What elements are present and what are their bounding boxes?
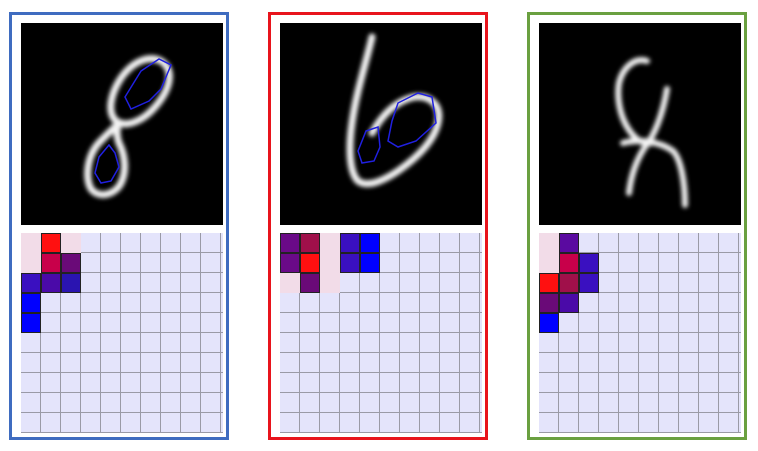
heatmap-cell	[579, 273, 599, 293]
heatmap-cell	[559, 293, 579, 313]
heatmap-cell	[579, 253, 599, 273]
heatmap-cell	[360, 253, 380, 273]
heatmap-cell	[539, 253, 559, 273]
heatmap-cell	[340, 233, 360, 253]
heatmap-cell	[280, 273, 300, 293]
panel-digit-8	[9, 12, 229, 440]
heatmap-cell	[340, 253, 360, 273]
heatmap-cell	[559, 273, 579, 293]
heatmap-cell	[41, 273, 61, 293]
heatmap-cell	[61, 273, 81, 293]
heatmap-cell	[360, 233, 380, 253]
digit-image	[280, 23, 482, 225]
heatmap-cell	[21, 233, 41, 253]
heatmap-cell	[41, 233, 61, 253]
heatmap-cell	[539, 313, 559, 333]
digit-image	[539, 23, 741, 225]
panel-digit-4	[527, 12, 747, 440]
heatmap-grid	[280, 233, 482, 433]
heatmap-cell	[559, 233, 579, 253]
heatmap-cell	[21, 253, 41, 273]
heatmap-grid	[21, 233, 223, 433]
heatmap-cell	[320, 233, 340, 253]
heatmap-cell	[559, 253, 579, 273]
heatmap-cell	[21, 273, 41, 293]
heatmap-cell	[61, 233, 81, 253]
heatmap-cell	[300, 273, 320, 293]
heatmap-cell	[539, 233, 559, 253]
heatmap-cell	[280, 253, 300, 273]
heatmap-cell	[539, 293, 559, 313]
panel-digit-6	[268, 12, 488, 440]
heatmap-grid	[539, 233, 741, 433]
heatmap-cell	[41, 253, 61, 273]
heatmap-cell	[320, 253, 340, 273]
heatmap-cell	[300, 253, 320, 273]
heatmap-cell	[320, 273, 340, 293]
heatmap-cell	[280, 233, 300, 253]
digit-image	[21, 23, 223, 225]
heatmap-cell	[300, 233, 320, 253]
heatmap-cell	[61, 253, 81, 273]
heatmap-cell	[539, 273, 559, 293]
heatmap-cell	[21, 293, 41, 313]
heatmap-cell	[21, 313, 41, 333]
